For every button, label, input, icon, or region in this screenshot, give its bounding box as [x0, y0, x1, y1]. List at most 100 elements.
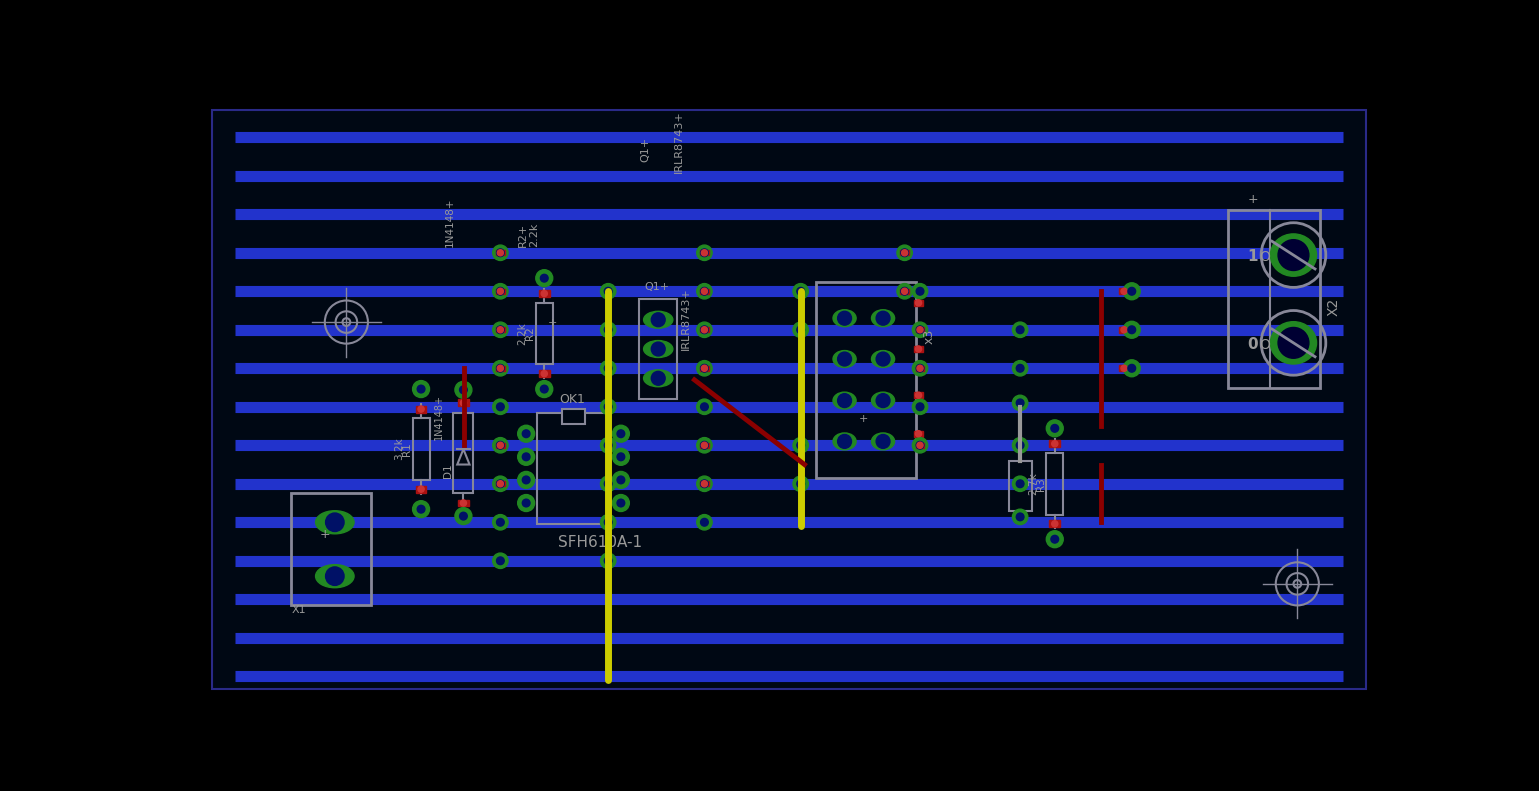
- Bar: [537, 413, 609, 524]
- Bar: [416, 406, 426, 413]
- Circle shape: [876, 352, 890, 366]
- Circle shape: [916, 392, 922, 399]
- Ellipse shape: [833, 392, 856, 409]
- Circle shape: [412, 380, 429, 398]
- Text: R1: R1: [402, 442, 412, 456]
- Bar: [916, 365, 925, 371]
- Circle shape: [1123, 360, 1140, 377]
- Bar: [1047, 453, 1063, 515]
- Circle shape: [1013, 361, 1028, 376]
- Circle shape: [702, 250, 708, 255]
- Circle shape: [651, 312, 665, 327]
- Circle shape: [412, 501, 429, 517]
- Circle shape: [517, 471, 534, 488]
- Circle shape: [700, 518, 708, 526]
- Circle shape: [497, 557, 505, 565]
- Circle shape: [497, 481, 503, 486]
- Circle shape: [697, 361, 713, 376]
- Circle shape: [876, 394, 890, 407]
- Circle shape: [600, 476, 616, 491]
- Circle shape: [916, 326, 923, 334]
- Circle shape: [876, 434, 890, 448]
- Circle shape: [702, 288, 708, 294]
- Circle shape: [492, 361, 508, 376]
- Circle shape: [522, 499, 529, 507]
- Circle shape: [1120, 288, 1127, 294]
- Text: x3: x3: [922, 329, 936, 344]
- Circle shape: [1013, 322, 1028, 338]
- Circle shape: [600, 322, 616, 338]
- Circle shape: [797, 441, 805, 449]
- Circle shape: [1016, 365, 1023, 372]
- Text: 0: 0: [1247, 337, 1257, 352]
- Circle shape: [1013, 476, 1028, 491]
- Ellipse shape: [315, 565, 354, 588]
- Circle shape: [613, 471, 629, 488]
- Circle shape: [492, 283, 508, 299]
- Circle shape: [1016, 513, 1023, 520]
- Circle shape: [700, 287, 708, 295]
- Bar: [1119, 327, 1128, 333]
- Bar: [700, 365, 708, 371]
- Bar: [539, 290, 549, 297]
- Circle shape: [837, 434, 851, 448]
- Bar: [700, 289, 708, 294]
- Text: +: +: [859, 414, 868, 424]
- Circle shape: [916, 300, 922, 306]
- Bar: [639, 299, 677, 399]
- Text: Q1+: Q1+: [645, 282, 669, 292]
- Bar: [459, 500, 469, 506]
- Circle shape: [916, 287, 923, 295]
- Circle shape: [917, 442, 923, 448]
- Circle shape: [492, 245, 508, 260]
- Text: 2.7k: 2.7k: [1028, 472, 1039, 495]
- Circle shape: [600, 553, 616, 569]
- Bar: [562, 409, 585, 424]
- Circle shape: [902, 288, 908, 294]
- Circle shape: [916, 430, 922, 437]
- Circle shape: [417, 385, 425, 393]
- Circle shape: [793, 476, 808, 491]
- Circle shape: [497, 365, 503, 371]
- Ellipse shape: [1270, 322, 1316, 364]
- Circle shape: [613, 448, 629, 465]
- Circle shape: [460, 386, 468, 394]
- Circle shape: [419, 486, 425, 492]
- Circle shape: [700, 365, 708, 372]
- Circle shape: [697, 245, 713, 260]
- Circle shape: [460, 500, 466, 506]
- Circle shape: [793, 437, 808, 453]
- Ellipse shape: [643, 312, 673, 328]
- Bar: [1050, 520, 1060, 528]
- Bar: [291, 494, 371, 605]
- Circle shape: [1051, 520, 1057, 527]
- Circle shape: [1123, 321, 1140, 339]
- Ellipse shape: [1270, 234, 1316, 276]
- Circle shape: [522, 453, 529, 460]
- Bar: [816, 282, 916, 478]
- Circle shape: [1128, 287, 1136, 295]
- Circle shape: [897, 283, 913, 299]
- Circle shape: [617, 453, 625, 460]
- Circle shape: [702, 365, 708, 371]
- Circle shape: [600, 361, 616, 376]
- Circle shape: [1128, 326, 1136, 334]
- Circle shape: [913, 399, 928, 414]
- Circle shape: [1013, 396, 1028, 411]
- Bar: [900, 250, 910, 255]
- Circle shape: [1128, 365, 1136, 372]
- Circle shape: [916, 403, 923, 411]
- Circle shape: [419, 406, 425, 412]
- Circle shape: [793, 322, 808, 338]
- Circle shape: [600, 399, 616, 414]
- Text: R2+: R2+: [519, 223, 528, 247]
- Bar: [496, 443, 505, 448]
- Ellipse shape: [315, 511, 354, 534]
- Bar: [916, 443, 925, 448]
- Circle shape: [876, 312, 890, 325]
- Circle shape: [492, 515, 508, 530]
- Text: X2: X2: [1327, 297, 1340, 316]
- Circle shape: [1016, 480, 1023, 487]
- Circle shape: [536, 270, 553, 286]
- Circle shape: [837, 394, 851, 407]
